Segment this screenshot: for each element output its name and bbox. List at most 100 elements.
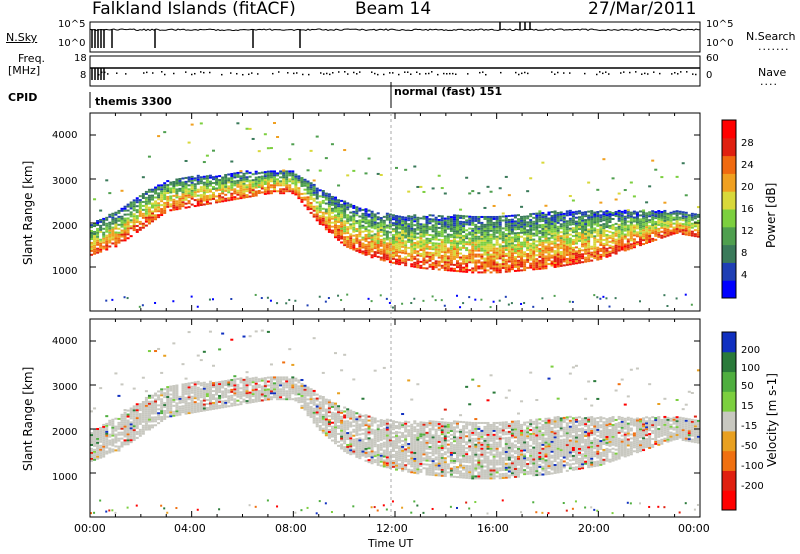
echo-cell — [553, 210, 557, 213]
echo-cell — [297, 179, 301, 182]
echo-cell — [553, 228, 557, 231]
echo-cell — [498, 271, 502, 274]
echo-cell — [330, 511, 333, 514]
echo-cell — [666, 226, 670, 229]
echo-cell — [352, 220, 356, 223]
echo-cell — [224, 185, 228, 188]
echo-cell — [327, 429, 331, 431]
echo-cell — [324, 402, 328, 405]
echo-cell — [538, 224, 542, 227]
echo-cell — [675, 214, 679, 217]
echo-cell — [346, 218, 350, 221]
echo-cell — [144, 192, 148, 195]
echo-cell — [395, 215, 398, 218]
echo-cell — [581, 225, 585, 228]
echo-cell — [199, 384, 203, 387]
echo-cell — [690, 218, 694, 221]
echo-cell — [352, 238, 356, 241]
echo-cell — [693, 213, 697, 216]
echo-cell — [166, 197, 170, 200]
echo-cell — [626, 209, 630, 212]
echo-cell — [202, 397, 206, 400]
echo-cell — [608, 224, 612, 227]
echo-cell — [218, 194, 222, 197]
echo-cell — [291, 388, 295, 391]
echo-cell — [635, 227, 639, 230]
echo-cell — [544, 217, 548, 220]
echo-cell — [465, 258, 469, 261]
echo-cell — [279, 380, 283, 383]
echo-cell — [147, 404, 151, 407]
echo-cell — [337, 201, 341, 204]
echo-cell — [495, 215, 499, 218]
echo-cell — [584, 230, 588, 233]
nave-dot — [377, 73, 379, 76]
echo-cell — [669, 221, 673, 224]
echo-cell — [425, 245, 429, 248]
echo-cell — [187, 408, 191, 411]
echo-cell — [513, 269, 517, 272]
echo-cell — [315, 407, 319, 410]
echo-cell — [178, 395, 182, 398]
echo-cell — [404, 220, 408, 223]
echo-cell — [291, 382, 295, 385]
echo-cell — [483, 239, 487, 242]
echo-cell — [504, 242, 508, 245]
echo-cell — [297, 191, 301, 194]
echo-cell — [663, 223, 667, 226]
echo-cell — [547, 253, 551, 256]
echo-cell — [120, 433, 124, 436]
echo-cell — [300, 385, 304, 388]
echo-cell — [587, 256, 591, 259]
echo-cell — [437, 238, 441, 241]
echo-cell — [227, 399, 231, 402]
echo-cell — [303, 406, 307, 409]
echo-cell — [501, 257, 505, 260]
echo-cell — [690, 212, 694, 215]
echo-cell — [123, 433, 127, 436]
echo-cell — [498, 245, 502, 248]
echo-cell — [382, 251, 386, 254]
echo-cell — [672, 210, 676, 213]
echo-cell — [163, 131, 167, 134]
echo-cell — [599, 224, 603, 227]
echo-cell — [553, 258, 557, 261]
echo-cell — [212, 405, 215, 408]
echo-cell — [126, 233, 130, 236]
echo-cell — [581, 255, 585, 258]
echo-cell — [163, 507, 166, 510]
echo-cell — [184, 202, 188, 205]
echo-cell — [251, 187, 255, 190]
echo-cell — [181, 197, 185, 200]
nave-dot — [116, 72, 118, 74]
nave-dot — [428, 72, 430, 75]
echo-cell — [391, 218, 395, 221]
echo-cell — [587, 240, 591, 243]
echo-cell — [273, 178, 276, 181]
echo-cell — [352, 234, 356, 237]
echo-cell — [105, 436, 109, 439]
echo-cell — [440, 223, 444, 226]
echo-cell — [221, 186, 225, 189]
echo-cell — [428, 218, 432, 221]
echo-cell — [172, 200, 176, 203]
echo-cell — [157, 390, 161, 393]
echo-cell — [495, 255, 499, 258]
echo-cell — [160, 400, 164, 403]
echo-cell — [172, 396, 176, 399]
echo-cell — [407, 231, 411, 234]
echo-cell — [498, 235, 502, 238]
echo-cell — [187, 396, 191, 399]
echo-cell — [117, 215, 121, 218]
echo-cell — [422, 229, 426, 232]
echo-cell — [547, 263, 551, 266]
echo-cell — [163, 203, 167, 206]
echo-cell — [629, 229, 633, 232]
echo-cell — [504, 239, 508, 242]
echo-cell — [151, 424, 154, 427]
echo-cell — [401, 222, 405, 225]
echo-cell — [239, 391, 243, 394]
echo-cell — [456, 224, 459, 227]
echo-cell — [684, 229, 688, 232]
echo-cell — [696, 219, 700, 222]
